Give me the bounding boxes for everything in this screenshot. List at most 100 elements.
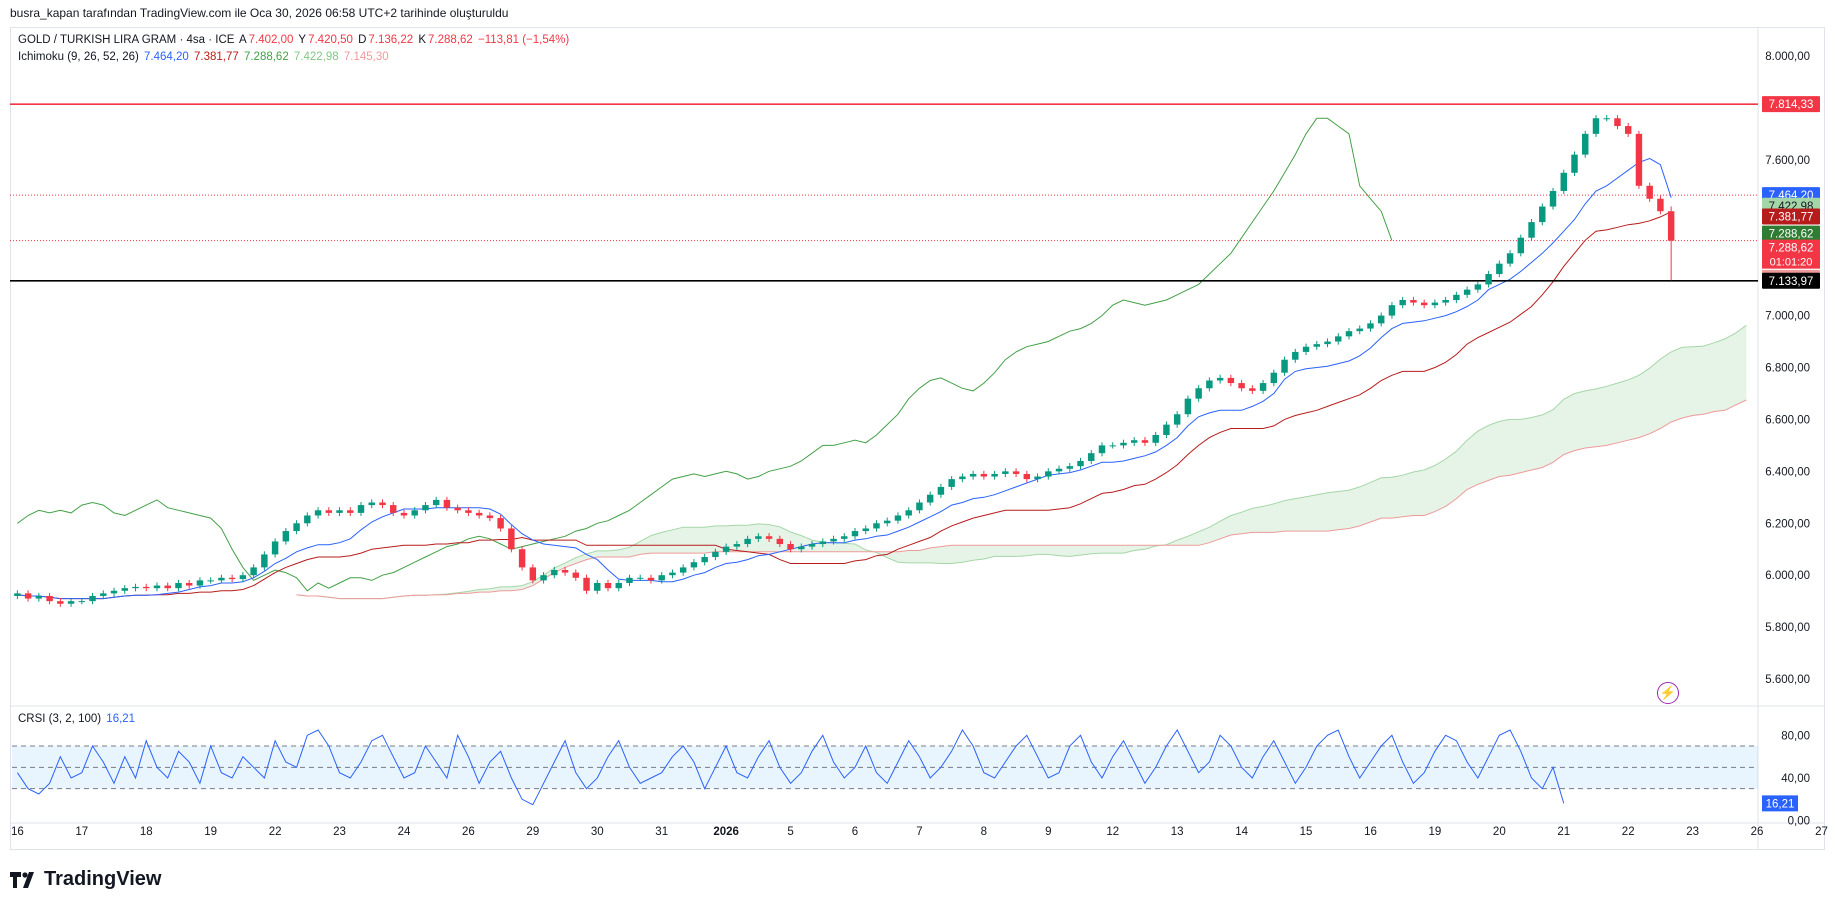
candle-body [218,577,225,581]
candle [808,540,816,550]
candle-body [1506,253,1514,264]
price-tick-label: 6.000,00 [1765,570,1810,582]
candle [883,517,891,527]
candle-body [1270,372,1278,384]
candle [647,574,655,584]
candle-body [486,515,494,519]
crsi-value: 16,21 [106,713,136,725]
candle [744,535,751,548]
candle-body [454,507,461,511]
candle [1259,379,1267,394]
candle [1410,296,1417,306]
candle-body [1377,315,1385,324]
candle-body [1410,300,1417,303]
candle-body [948,479,955,487]
crsi-tick-label: 0,00 [1788,816,1810,828]
time-tick-label: 30 [591,826,604,838]
candle [422,501,429,514]
time-tick-label: 29 [526,826,539,838]
tradingview-logo[interactable]: TradingView [10,868,161,891]
candle-body [1485,274,1492,285]
price-tick-label: 7.000,00 [1765,311,1810,323]
candle [1624,122,1632,137]
candle-body [744,538,751,545]
time-tick-label: 6 [852,826,858,838]
close-value: 7.288,62 [428,34,473,46]
candle-body [583,577,590,591]
candle [175,579,182,592]
price-tag-bg [1762,208,1820,225]
candle [1528,219,1535,241]
candle-body [175,582,182,589]
price-tag-label: 7.133,97 [1769,276,1814,288]
tenkan-line [17,157,1672,600]
candle [443,496,451,511]
time-tick-label: 15 [1300,826,1313,838]
candle [282,527,290,545]
candle [1506,250,1514,267]
candle [604,579,612,592]
candle-body [572,572,580,578]
candle-body [1163,424,1170,435]
candle-body [293,523,300,532]
candle-body [336,510,343,513]
candle-body [121,588,128,591]
symbol-label[interactable]: GOLD / TURKISH LIRA GRAM · 4sa · ICE [18,34,235,46]
candle-body [841,536,848,539]
time-tick-label: 26 [462,826,475,838]
candle [959,473,966,483]
candle-body [937,486,945,495]
ichimoku-label[interactable]: Ichimoku (9, 26, 52, 26) [18,51,139,63]
candle [1313,341,1320,350]
candle-body [1066,466,1073,469]
candle [1055,465,1063,475]
candle-body [368,502,375,506]
lightning-icon[interactable]: ⚡ [1657,682,1679,704]
candle [755,533,762,542]
candle-body [1474,284,1482,290]
candle [143,583,150,592]
candle [701,553,708,566]
candle-body [1324,341,1331,345]
candle-body [1614,118,1621,127]
candle [658,572,665,584]
candle-body [1603,118,1610,120]
candle-body [1539,206,1546,223]
time-tick-label: 24 [398,826,411,838]
candle-body [1012,471,1020,474]
candle [669,569,676,579]
candle [1549,187,1557,210]
candle-body [1624,126,1632,134]
time-tick-label: 20 [1493,826,1506,838]
candle [1582,130,1589,158]
crsi-label[interactable]: CRSI (3, 2, 100) [18,713,102,725]
time-tick-label: 9 [1045,826,1051,838]
candle-body [508,528,515,550]
ichimoku-conversion-value: 7.464,20 [144,51,189,63]
candle-body [1238,383,1245,389]
candle [1184,395,1192,418]
candle [1635,130,1643,189]
candle-body [1281,359,1288,373]
candle [1270,369,1278,387]
candle-body [1420,302,1428,306]
price-tag-bg [1762,96,1820,113]
symbol-legend: GOLD / TURKISH LIRA GRAM · 4sa · ICE A 7.… [18,34,571,46]
crsi-tick-label: 80,00 [1781,730,1810,742]
candle-body [765,536,773,539]
candle [679,564,687,576]
candle [733,540,741,550]
candle-body [830,538,837,542]
candle-body [819,541,827,545]
price-tick-label: 6.800,00 [1765,363,1810,375]
candle [1098,442,1106,457]
candle-body [100,593,107,596]
candle-body [432,499,440,506]
candle-body [1571,154,1578,173]
candle-body [991,473,998,477]
candle-body [1431,302,1439,306]
candle-body [325,510,333,513]
price-tag-label: 7.381,77 [1769,211,1814,223]
candle [980,470,988,480]
